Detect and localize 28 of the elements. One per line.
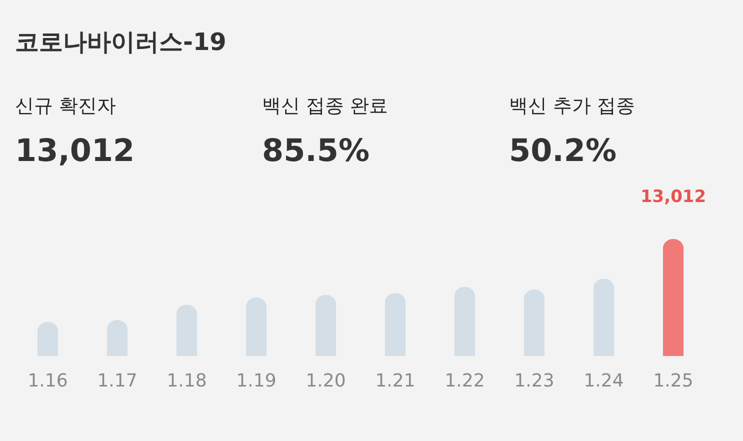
x-tick-label: 1.17 <box>97 370 138 392</box>
text: 85.5% <box>262 133 370 169</box>
text: 백신 추가 접종 <box>509 95 636 117</box>
bar <box>246 298 267 356</box>
x-tick-label: 1.19 <box>236 370 276 392</box>
x-tick-label: 1.24 <box>584 370 624 392</box>
bar <box>593 278 614 356</box>
bar <box>384 293 406 356</box>
bar <box>524 289 545 356</box>
bar <box>662 239 684 356</box>
text: 50.2% <box>509 133 617 169</box>
x-tick-label: 1.23 <box>514 370 554 392</box>
chart-title: 코로나바이러스-19 <box>15 28 226 56</box>
bar <box>37 322 58 356</box>
bar <box>315 294 336 356</box>
bar <box>176 304 198 356</box>
x-tick-label: 1.21 <box>375 370 416 392</box>
x-tick-label: 1.22 <box>444 370 485 392</box>
x-tick-label: 1.18 <box>166 370 207 392</box>
text: 13,012 <box>15 133 135 169</box>
x-tick-label: 1.20 <box>306 370 346 392</box>
bar <box>106 320 128 356</box>
x-tick-label: 1.16 <box>28 370 68 392</box>
x-tick-label: 1.25 <box>653 370 694 392</box>
text: 백신 접종 완료 <box>262 95 388 117</box>
bar <box>454 286 476 356</box>
data-label: 13,012 <box>640 187 706 207</box>
text: 신규 확진자 <box>15 95 116 117</box>
